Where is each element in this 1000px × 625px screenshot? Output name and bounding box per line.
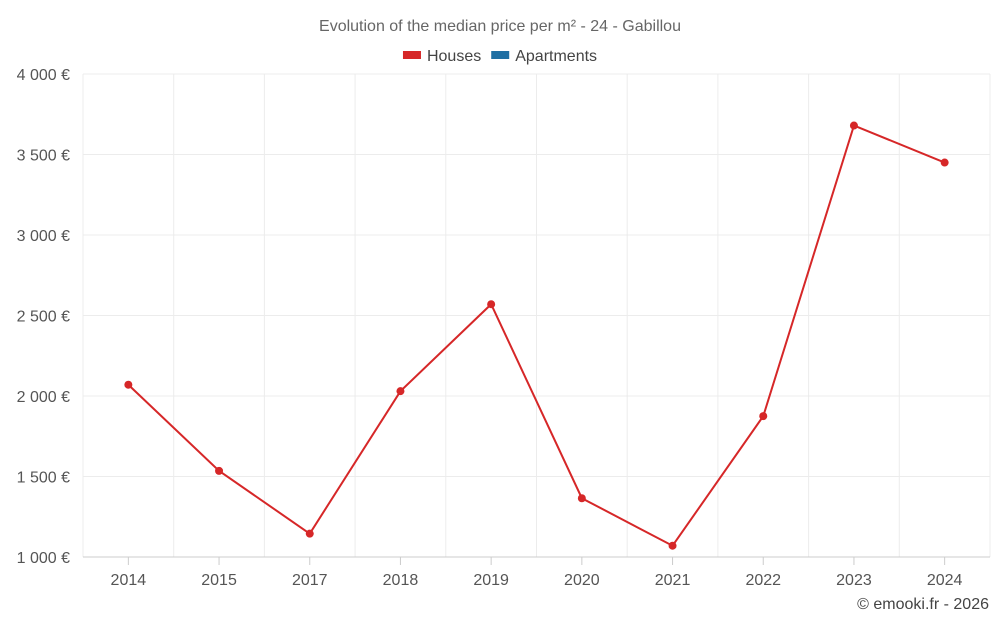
data-point[interactable]: [487, 300, 496, 309]
credit-text: © emooki.fr - 2026: [857, 596, 989, 613]
series-layer: [124, 121, 949, 550]
axis-layer: 1 000 € 1 500 € 2 000 € 2 500 € 3 000 € 3 500…: [17, 67, 990, 589]
data-point[interactable]: [668, 541, 677, 550]
y-tick-label: 4 000 €: [17, 67, 70, 84]
chart-title: Evolution of the median price per m² - 2…: [319, 18, 681, 35]
y-tick-label: 1 000 €: [17, 550, 70, 567]
x-tick-label: 2024: [927, 572, 963, 589]
data-point[interactable]: [124, 380, 133, 389]
series-line-houses: [127, 124, 946, 548]
data-point[interactable]: [940, 158, 949, 167]
y-tick-label: 3 500 €: [17, 148, 70, 165]
data-point[interactable]: [305, 529, 314, 538]
grid-layer: [82, 73, 991, 557]
x-tick-label: 2014: [111, 572, 147, 589]
data-point[interactable]: [215, 466, 224, 475]
x-tick-label: 2020: [564, 572, 600, 589]
x-tick-label: 2023: [836, 572, 872, 589]
x-tick-label: 2019: [473, 572, 509, 589]
data-point[interactable]: [577, 494, 586, 503]
data-point[interactable]: [759, 412, 768, 421]
y-tick-label: 1 500 €: [17, 470, 70, 487]
legend: Houses Apartments: [402, 48, 597, 65]
data-point[interactable]: [849, 121, 858, 130]
x-tick-label: 2017: [292, 572, 328, 589]
x-tick-label: 2021: [655, 572, 691, 589]
legend-swatch-apartments[interactable]: [491, 51, 510, 59]
x-tick-label: 2018: [383, 572, 419, 589]
y-tick-label: 3 000 €: [17, 228, 70, 245]
legend-swatch-houses[interactable]: [402, 51, 421, 59]
x-tick-label: 2022: [745, 572, 781, 589]
y-tick-label: 2 000 €: [17, 389, 70, 406]
legend-label-apartments: Apartments: [515, 48, 597, 65]
x-tick-label: 2015: [201, 572, 237, 589]
y-tick-label: 2 500 €: [17, 309, 70, 326]
data-point[interactable]: [396, 387, 405, 396]
legend-label-houses: Houses: [427, 48, 481, 65]
